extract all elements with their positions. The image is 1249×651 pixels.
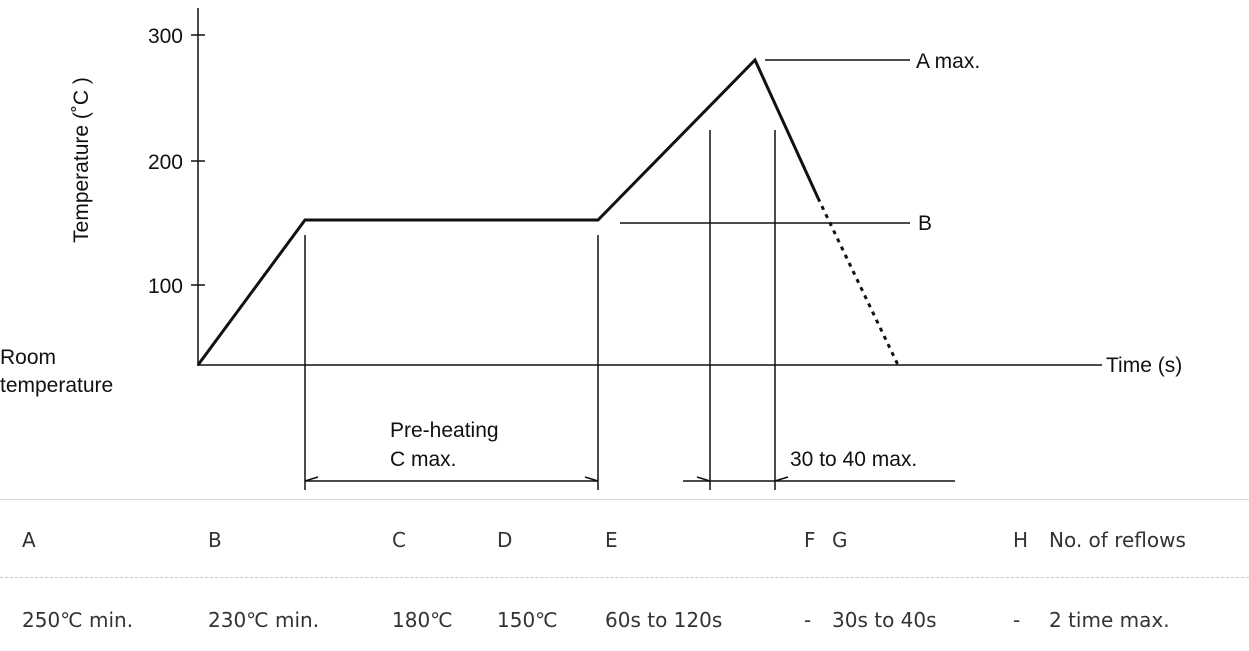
preheat-label-line1: Pre-heating (390, 419, 499, 442)
header-a: A (22, 528, 36, 552)
value-a: 250℃ min. (22, 608, 134, 632)
header-reflows: No. of reflows (1049, 528, 1186, 552)
header-h: H (1013, 528, 1029, 552)
y-tick-label-300: 300 (148, 25, 183, 48)
value-d: 150℃ (497, 608, 558, 632)
x-axis-label: Time (s) (1106, 354, 1182, 377)
window-arrow-right (774, 476, 789, 482)
header-f: F (804, 528, 816, 552)
value-b: 230℃ min. (208, 608, 320, 632)
header-g: G (832, 528, 848, 552)
reflow-profile-diagram: 300 200 100 Temperature (˚C ) Room tempe… (0, 8, 1182, 490)
preheat-arrow-right (584, 476, 599, 482)
value-h: - (1013, 608, 1021, 632)
header-b: B (208, 528, 222, 552)
table-top-border (0, 499, 1249, 500)
cooling-dotted-segment (816, 197, 900, 366)
row-divider (0, 577, 1249, 578)
header-c: C (392, 528, 406, 552)
value-reflows: 2 time max. (1049, 608, 1170, 632)
room-label-line1: Room (0, 346, 56, 369)
temperature-profile-curve (196, 57, 820, 366)
y-tick-label-200: 200 (148, 151, 183, 174)
peak-label: A max. (916, 50, 980, 73)
room-label-line2: temperature (0, 374, 113, 397)
value-g: 30s to 40s (832, 608, 937, 632)
b-label: B (918, 212, 932, 235)
preheat-label-line2: C max. (390, 448, 457, 471)
header-d: D (497, 528, 513, 552)
preheat-arrow-left (304, 476, 319, 482)
y-tick-label-100: 100 (148, 275, 183, 298)
y-axis-label: Temperature (˚C ) (70, 77, 93, 243)
value-f: - (804, 608, 812, 632)
duration-label: 30 to 40 max. (790, 448, 917, 471)
window-arrow-left (696, 476, 711, 482)
value-c: 180℃ (392, 608, 453, 632)
header-e: E (605, 528, 618, 552)
value-e: 60s to 120s (605, 608, 723, 632)
